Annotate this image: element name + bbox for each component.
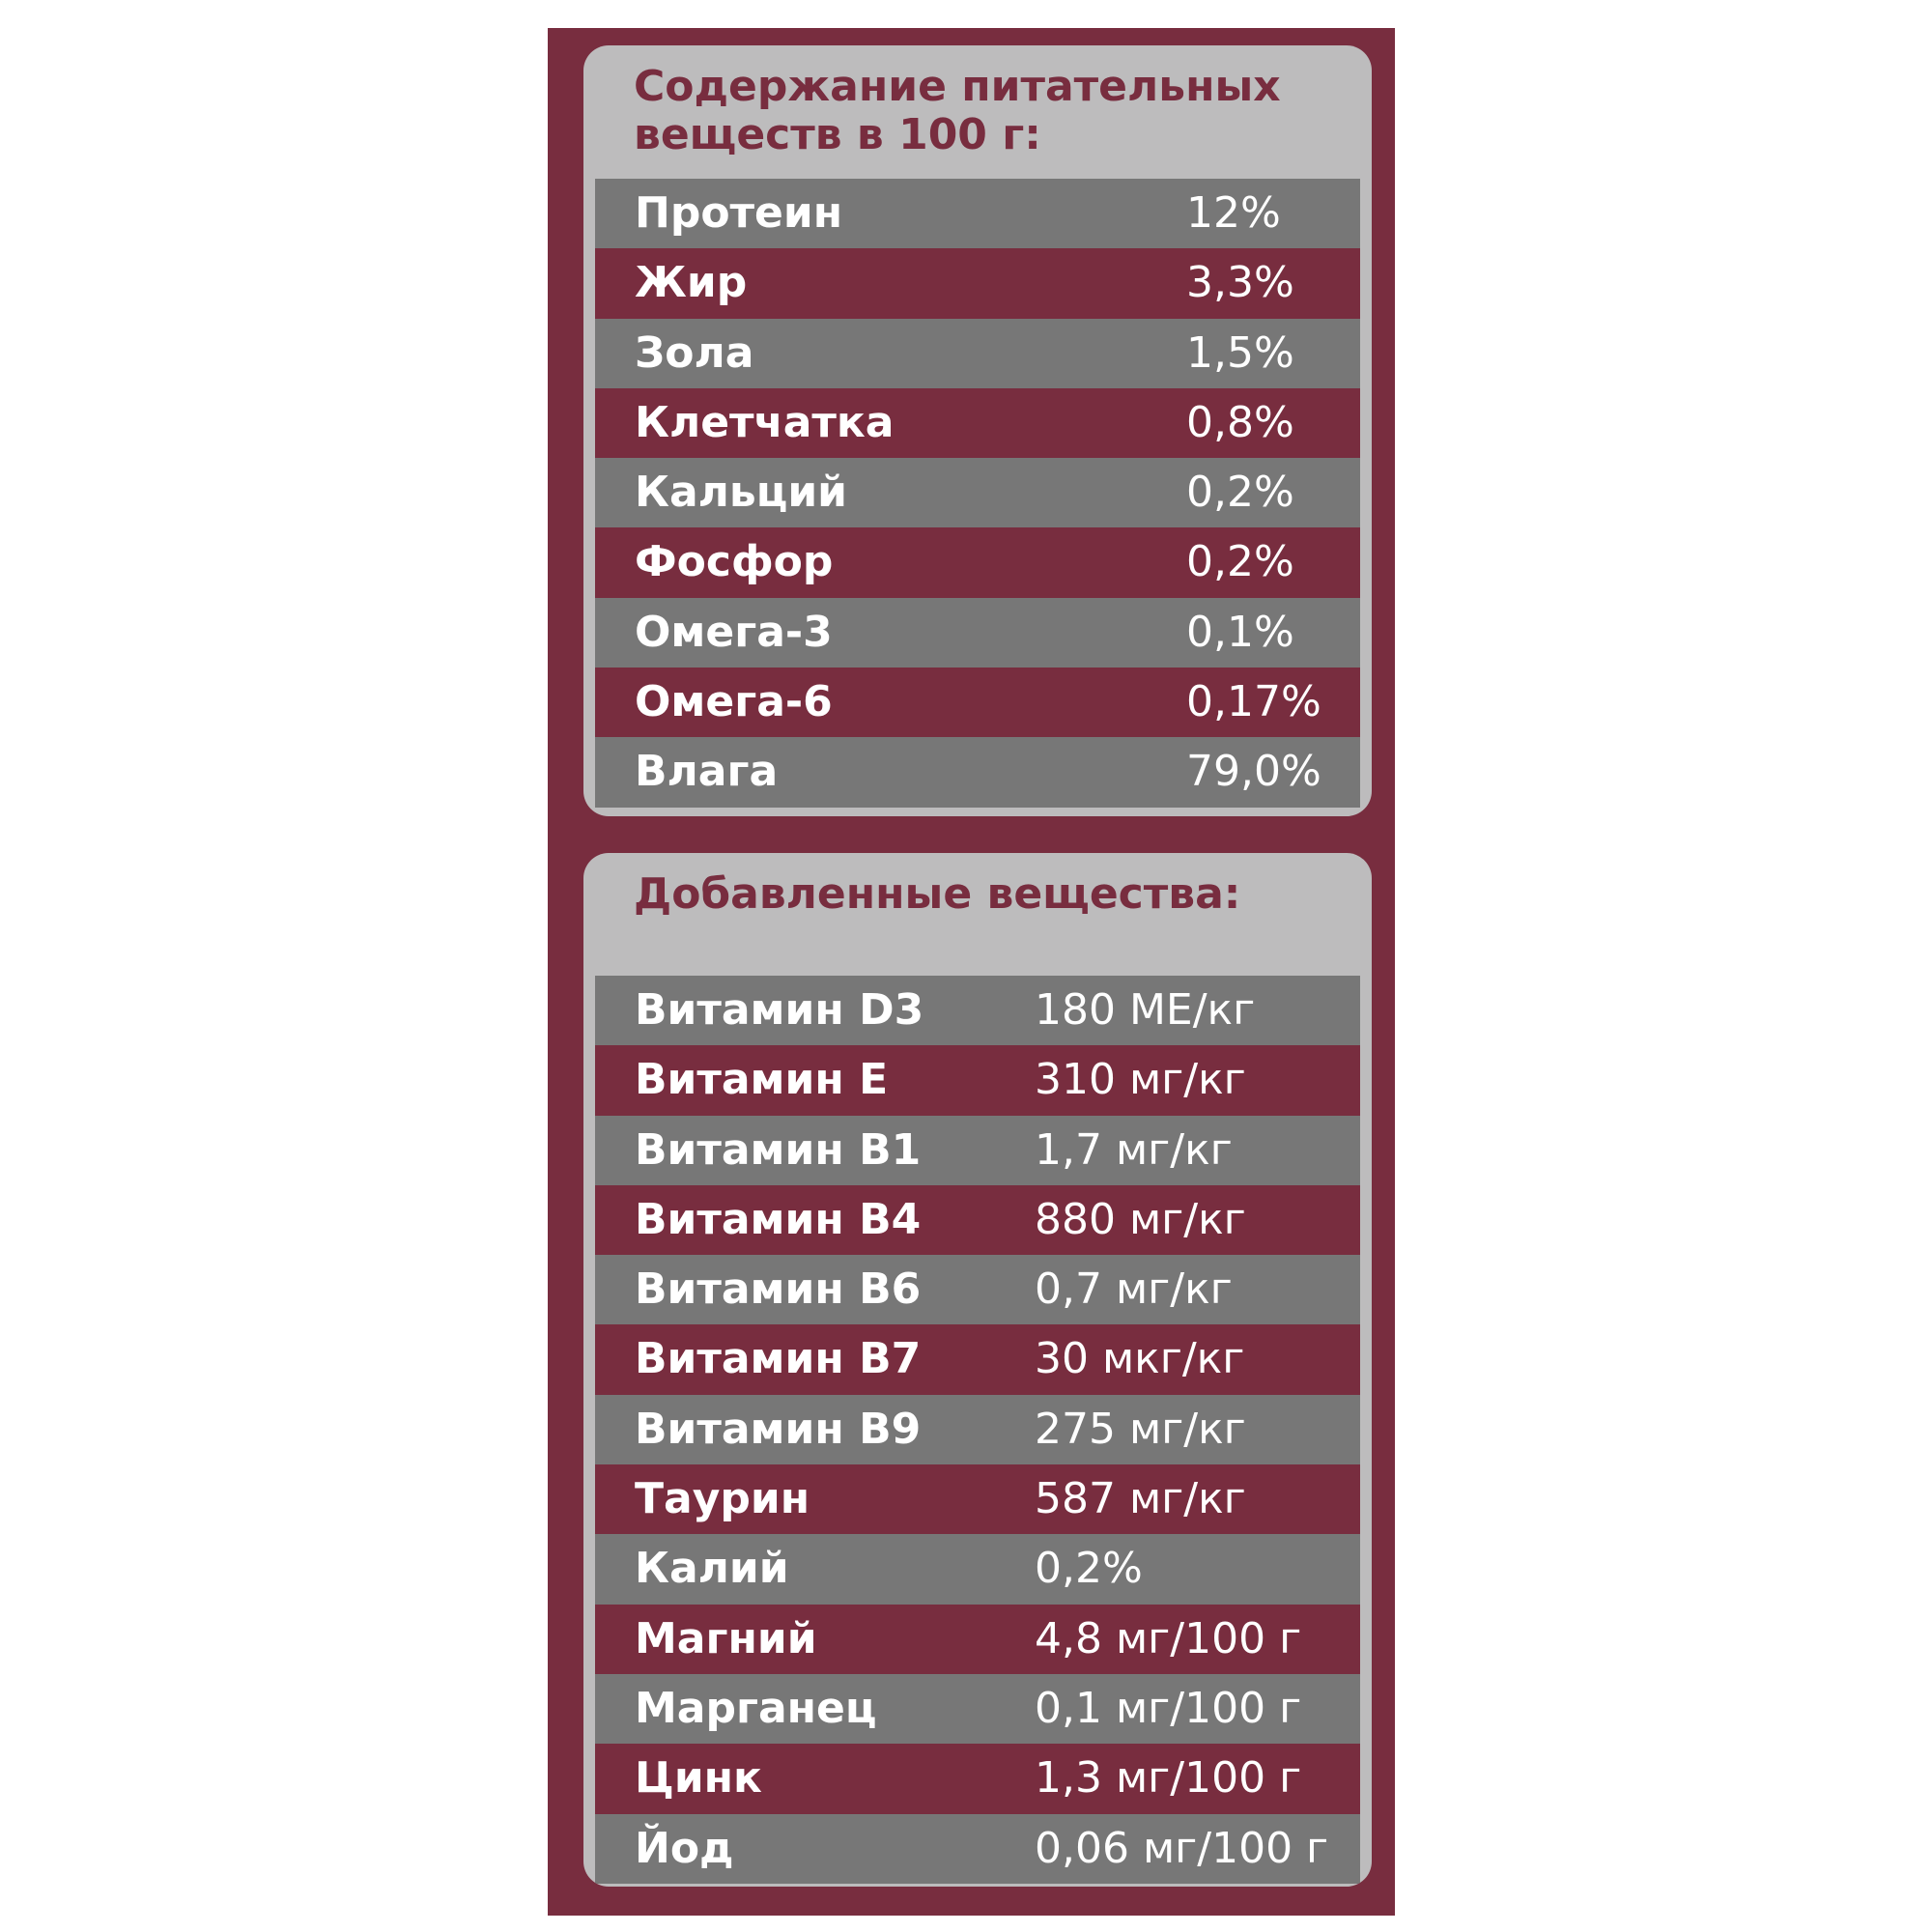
additive-name: Таурин bbox=[635, 1474, 810, 1524]
additive-name: Витамин В1 bbox=[635, 1124, 922, 1175]
table-row: Протеин 12% bbox=[595, 179, 1360, 249]
table-row: Зола 1,5% bbox=[595, 318, 1360, 388]
nutrients-panel: Содержание питательных веществ в 100 г: … bbox=[583, 45, 1372, 816]
nutrient-value: 1,5% bbox=[1186, 327, 1294, 378]
additive-value: 0,2% bbox=[1035, 1544, 1143, 1594]
nutrient-value: 0,17% bbox=[1186, 677, 1321, 727]
additive-value: 30 мкг/кг bbox=[1035, 1334, 1245, 1384]
table-row: Витамин В4 880 мг/кг bbox=[595, 1184, 1360, 1256]
table-row: Фосфор 0,2% bbox=[595, 527, 1360, 598]
additive-name: Йод bbox=[635, 1823, 734, 1873]
table-row: Кальций 0,2% bbox=[595, 458, 1360, 528]
table-row: Витамин В1 1,7 мг/кг bbox=[595, 1115, 1360, 1185]
nutrient-name: Протеин bbox=[635, 188, 843, 238]
nutrient-name: Зола bbox=[635, 327, 754, 378]
additive-name: Калий bbox=[635, 1544, 789, 1594]
nutrient-value: 0,8% bbox=[1186, 397, 1294, 447]
nutrient-value: 0,2% bbox=[1186, 468, 1294, 518]
table-row: Витамин В6 0,7 мг/кг bbox=[595, 1255, 1360, 1325]
table-row: Таурин 587 мг/кг bbox=[595, 1464, 1360, 1535]
additive-value: 310 мг/кг bbox=[1035, 1055, 1246, 1105]
additive-name: Витамин D3 bbox=[635, 985, 924, 1035]
additive-name: Марганец bbox=[635, 1683, 877, 1733]
additive-name: Магний bbox=[635, 1613, 817, 1663]
nutrient-value: 0,1% bbox=[1186, 607, 1294, 657]
table-row: Омега-3 0,1% bbox=[595, 597, 1360, 668]
nutrient-name: Жир bbox=[635, 258, 748, 308]
additive-value: 4,8 мг/100 г bbox=[1035, 1613, 1302, 1663]
nutrient-name: Клетчатка bbox=[635, 397, 895, 447]
additives-table: Витамин D3 180 МЕ/кг Витамин Е 310 мг/кг В… bbox=[595, 976, 1360, 1884]
additive-value: 0,1 мг/100 г bbox=[1035, 1683, 1302, 1733]
additive-name: Цинк bbox=[635, 1753, 762, 1804]
additive-value: 1,7 мг/кг bbox=[1035, 1124, 1233, 1175]
table-row: Клетчатка 0,8% bbox=[595, 387, 1360, 459]
additive-value: 1,3 мг/100 г bbox=[1035, 1753, 1302, 1804]
nutrient-value: 79,0% bbox=[1186, 747, 1321, 797]
table-row: Цинк 1,3 мг/100 г bbox=[595, 1744, 1360, 1814]
table-row: Омега-6 0,17% bbox=[595, 668, 1360, 738]
table-row: Марганец 0,1 мг/100 г bbox=[595, 1673, 1360, 1745]
table-row: Жир 3,3% bbox=[595, 248, 1360, 319]
table-row: Йод 0,06 мг/100 г bbox=[595, 1813, 1360, 1884]
additive-name: Витамин В6 bbox=[635, 1264, 922, 1315]
additive-value: 0,06 мг/100 г bbox=[1035, 1823, 1329, 1873]
additive-value: 587 мг/кг bbox=[1035, 1474, 1246, 1524]
additive-name: Витамин Е bbox=[635, 1055, 889, 1105]
nutrient-value: 3,3% bbox=[1186, 258, 1294, 308]
additive-value: 0,7 мг/кг bbox=[1035, 1264, 1233, 1315]
additive-name: Витамин В9 bbox=[635, 1404, 922, 1454]
additives-panel: Добавленные вещества: Витамин D3 180 МЕ/к… bbox=[583, 853, 1372, 1887]
nutrient-name: Омега-3 bbox=[635, 607, 833, 657]
additive-name: Витамин В4 bbox=[635, 1194, 922, 1244]
nutrient-value: 0,2% bbox=[1186, 537, 1294, 587]
nutrient-value: 12% bbox=[1186, 188, 1281, 238]
table-row: Витамин В9 275 мг/кг bbox=[595, 1394, 1360, 1465]
table-row: Влага 79,0% bbox=[595, 737, 1360, 808]
table-row: Витамин В7 30 мкг/кг bbox=[595, 1324, 1360, 1395]
table-row: Витамин Е 310 мг/кг bbox=[595, 1045, 1360, 1116]
nutrient-name: Фосфор bbox=[635, 537, 834, 587]
table-row: Магний 4,8 мг/100 г bbox=[595, 1604, 1360, 1674]
nutrient-name: Кальций bbox=[635, 468, 847, 518]
additive-value: 275 мг/кг bbox=[1035, 1404, 1246, 1454]
nutrients-table: Протеин 12% Жир 3,3% Зола 1,5% Клетчатка 0,8… bbox=[595, 179, 1360, 808]
nutrient-name: Влага bbox=[635, 747, 779, 797]
additive-value: 180 МЕ/кг bbox=[1035, 985, 1256, 1035]
table-row: Витамин D3 180 МЕ/кг bbox=[595, 976, 1360, 1046]
additives-title: Добавленные вещества: bbox=[634, 869, 1241, 919]
nutrients-title: Содержание питательных веществ в 100 г: bbox=[634, 62, 1281, 159]
additive-value: 880 мг/кг bbox=[1035, 1194, 1246, 1244]
additive-name: Витамин В7 bbox=[635, 1334, 922, 1384]
table-row: Калий 0,2% bbox=[595, 1534, 1360, 1605]
nutrient-name: Омега-6 bbox=[635, 677, 833, 727]
